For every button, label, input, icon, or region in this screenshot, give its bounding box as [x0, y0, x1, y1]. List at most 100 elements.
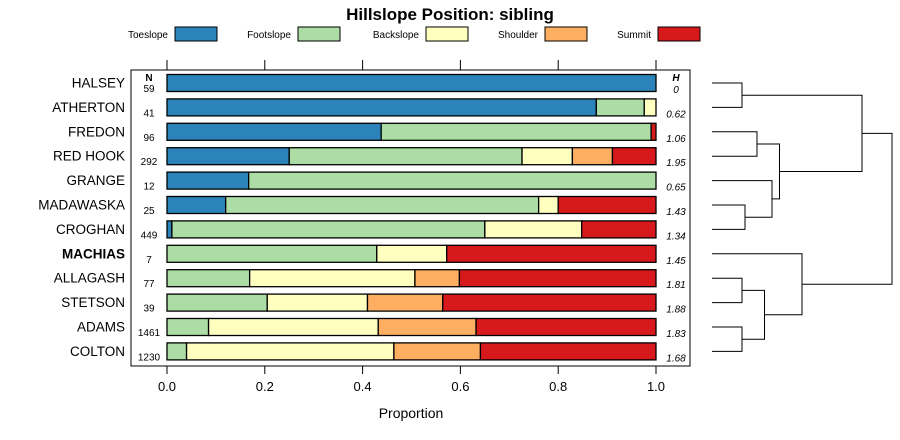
row-label: FREDON	[68, 124, 125, 139]
bar-segment-grange-footslope	[248, 171, 657, 190]
legend-swatch-toeslope	[174, 26, 218, 42]
x-tick-label: 0.8	[549, 379, 567, 394]
bar-segment-adams-footslope	[166, 317, 210, 337]
bar-segment-madawaska-toeslope	[166, 195, 227, 215]
h-value: 0.65	[666, 183, 686, 194]
bar-segment-red-hook-footslope	[288, 147, 523, 166]
row-label: ATHERTON	[52, 100, 125, 115]
plot-panel: 0.0 0.2 0.4 0.6 0.8 1.0 N H HALSEY 59 0 ATHERTON 41 0…	[38, 60, 691, 394]
bar-segment-croghan-backslope	[484, 220, 583, 239]
bar-segment-red-hook-shoulder	[571, 147, 614, 166]
bar-segment-machias-summit	[446, 244, 657, 263]
n-value: 39	[143, 304, 155, 315]
bar-segment-colton-summit	[479, 342, 657, 361]
bar-segment-allagash-footslope	[166, 269, 251, 288]
n-value: 41	[143, 108, 155, 119]
n-value: 77	[143, 279, 155, 290]
x-tick-label: 0.2	[256, 379, 274, 394]
bar-segment-atherton-toeslope	[166, 98, 597, 117]
n-value: 292	[141, 157, 158, 168]
legend-label-summit: Summit	[617, 30, 651, 41]
row-label: CROGHAN	[56, 222, 125, 237]
chart-title: Hillslope Position: sibling	[346, 5, 554, 24]
legend-swatch-footslope	[297, 26, 341, 42]
dendrogram-branch	[742, 289, 765, 340]
bar-segment-colton-backslope	[185, 342, 395, 361]
h-value: 1.34	[666, 231, 686, 242]
bar-segment-croghan-summit	[581, 220, 657, 239]
n-value: 1461	[138, 328, 161, 339]
row-label: MADAWASKA	[38, 198, 125, 213]
dendrogram	[712, 82, 893, 352]
bar-segment-red-hook-summit	[611, 147, 657, 166]
bar-segment-allagash-shoulder	[414, 269, 461, 288]
row-label: COLTON	[70, 344, 125, 359]
bar-segment-madawaska-footslope	[225, 195, 540, 215]
bar-segment-adams-shoulder	[377, 317, 477, 337]
bar-segment-allagash-backslope	[248, 269, 416, 288]
bar-segment-red-hook-toeslope	[166, 147, 290, 166]
dendrogram-branch	[712, 180, 773, 218]
dendrogram-branch	[802, 132, 893, 285]
bar-segment-fredon-toeslope	[166, 122, 382, 141]
dendrogram-branch	[757, 143, 780, 200]
legend: Toeslope Footslope Backslope Shoulder Summit	[128, 26, 701, 42]
bar-segment-atherton-footslope	[595, 98, 645, 117]
row-label: RED HOOK	[53, 149, 125, 164]
row-label: STETSON	[61, 295, 125, 310]
row-label: ADAMS	[77, 320, 125, 335]
bar-segment-madawaska-backslope	[537, 195, 559, 215]
row-label: MACHIAS	[62, 246, 125, 261]
dendrogram-branch	[712, 204, 746, 230]
dendrogram-branch	[712, 277, 743, 304]
n-value: 449	[141, 230, 158, 241]
h-value: 1.88	[666, 305, 686, 316]
legend-label-footslope: Footslope	[247, 30, 291, 41]
n-header: N	[145, 73, 152, 84]
bar-segment-croghan-footslope	[171, 220, 486, 239]
legend-swatch-summit	[657, 26, 701, 42]
n-value: 12	[143, 182, 155, 193]
bar-segment-stetson-backslope	[266, 293, 369, 312]
bar-segment-allagash-summit	[458, 269, 657, 288]
bar-segment-adams-summit	[475, 317, 657, 337]
bar-segment-colton-shoulder	[393, 342, 482, 361]
legend-label-toeslope: Toeslope	[128, 30, 168, 41]
n-value: 59	[143, 84, 155, 95]
bar-segment-colton-footslope	[166, 342, 188, 361]
h-value: 1.83	[666, 329, 686, 340]
bar-segment-red-hook-backslope	[521, 147, 574, 166]
bar-segment-machias-backslope	[376, 244, 448, 263]
h-value: 0.62	[666, 109, 686, 120]
h-value: 1.81	[666, 280, 685, 291]
row-label: ALLAGASH	[54, 271, 125, 286]
legend-swatch-shoulder	[544, 26, 588, 42]
x-tick-label: 0.0	[158, 379, 176, 394]
x-tick-label: 1.0	[647, 379, 665, 394]
bar-segment-halsey-toeslope	[166, 73, 657, 93]
h-value: 0	[673, 85, 679, 96]
dendrogram-branch	[742, 94, 863, 172]
h-value: 1.43	[666, 207, 686, 218]
bar-segment-grange-toeslope	[166, 171, 250, 190]
legend-label-shoulder: Shoulder	[498, 30, 539, 41]
n-value: 96	[143, 133, 155, 144]
bar-segment-fredon-footslope	[380, 122, 652, 141]
panel-frame	[130, 69, 691, 367]
bar-segment-stetson-footslope	[166, 293, 268, 312]
h-value: 1.68	[666, 353, 686, 364]
h-header: H	[672, 73, 680, 84]
bar-segment-machias-footslope	[166, 244, 378, 263]
bar-segment-madawaska-summit	[557, 195, 657, 215]
bar-segment-croghan-toeslope	[166, 220, 173, 239]
h-value: 1.95	[666, 158, 686, 169]
legend-label-backslope: Backslope	[373, 30, 420, 41]
dendrogram-branch	[712, 253, 803, 316]
x-tick-label: 0.6	[451, 379, 469, 394]
row-label: HALSEY	[72, 76, 125, 91]
row-label: GRANGE	[66, 173, 125, 188]
dendrogram-branch	[712, 131, 758, 157]
bar-segment-fredon-summit	[650, 122, 657, 141]
bar-segment-stetson-summit	[442, 293, 657, 312]
